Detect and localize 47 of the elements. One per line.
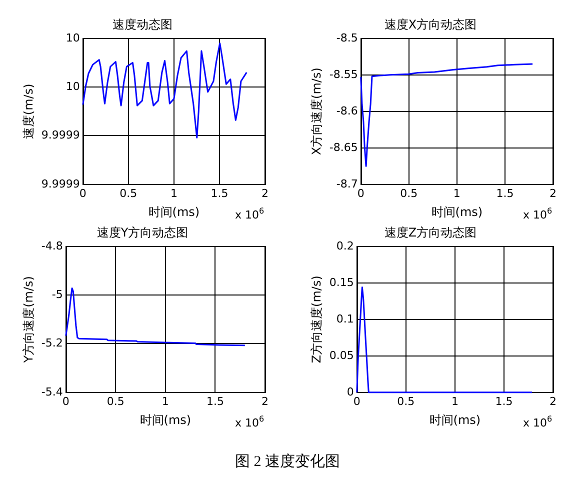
y-axis-title: Y方向速度(m/s)	[21, 276, 36, 364]
x-tick-label: 1	[451, 394, 458, 408]
x-axis-title: 时间(ms)	[429, 412, 481, 427]
y-axis-title: Z方向速度(m/s)	[309, 276, 324, 364]
x-tick-label: 1	[162, 394, 169, 408]
y-tick-label: 0	[346, 385, 354, 398]
y-tick-label: -8.5	[336, 31, 358, 44]
x-tick-label: 1	[170, 186, 178, 200]
x-tick-label: 2	[550, 186, 556, 200]
y-tick-label: -4.8	[41, 239, 63, 252]
y-tick-label: -8.6	[336, 104, 358, 118]
x-tick-label: 0.5	[106, 394, 124, 408]
x-axis-title: 时间(ms)	[431, 204, 483, 219]
x-tick-label: 1.5	[496, 186, 514, 200]
y-tick-label: 10	[66, 31, 80, 44]
y-tick-label: 0.1	[336, 312, 354, 326]
chart-title: 速度动态图	[112, 17, 172, 32]
y-tick-label: 0.2	[336, 239, 354, 252]
y-tick-label: -8.65	[329, 140, 358, 154]
y-axis-title: 速度(m/s)	[21, 84, 36, 140]
chart-title: 速度Y方向动态图	[96, 225, 188, 240]
chart-title: 速度X方向动态图	[384, 17, 477, 32]
y-tick-label: -8.55	[329, 68, 358, 81]
x-tick-label: 2	[262, 394, 268, 408]
x-tick-label: 2	[262, 186, 268, 200]
x-tick-label: 2	[550, 394, 556, 408]
x-tick-label: 1.5	[210, 186, 228, 200]
x-tick-label: 1.5	[495, 394, 513, 408]
y-tick-label: 9.9999	[41, 128, 80, 142]
y-tick-label: 10	[66, 80, 80, 93]
x-tick-label: 0.5	[397, 394, 415, 408]
y-tick-label: 9.9999	[41, 177, 80, 190]
x-tick-label: 0.5	[400, 186, 418, 200]
y-tick-label: -5.4	[41, 385, 63, 398]
x-tick-label: 1.5	[206, 394, 224, 408]
y-axis-title: X方向速度(m/s)	[309, 68, 324, 156]
caption: 图 2 速度变化图	[234, 452, 341, 471]
x-axis-title: 时间(ms)	[148, 204, 200, 219]
x-axis-title: 时间(ms)	[140, 412, 192, 427]
y-tick-label: 0.05	[329, 348, 354, 362]
y-tick-label: -5.2	[41, 336, 63, 350]
y-tick-label: 0.15	[329, 276, 354, 289]
chart-title: 速度Z方向动态图	[384, 225, 477, 240]
y-tick-label: -8.7	[336, 177, 358, 190]
x-tick-label: 0.5	[120, 186, 138, 200]
y-tick-label: -5	[52, 288, 63, 301]
x-tick-label: 1	[453, 186, 460, 200]
